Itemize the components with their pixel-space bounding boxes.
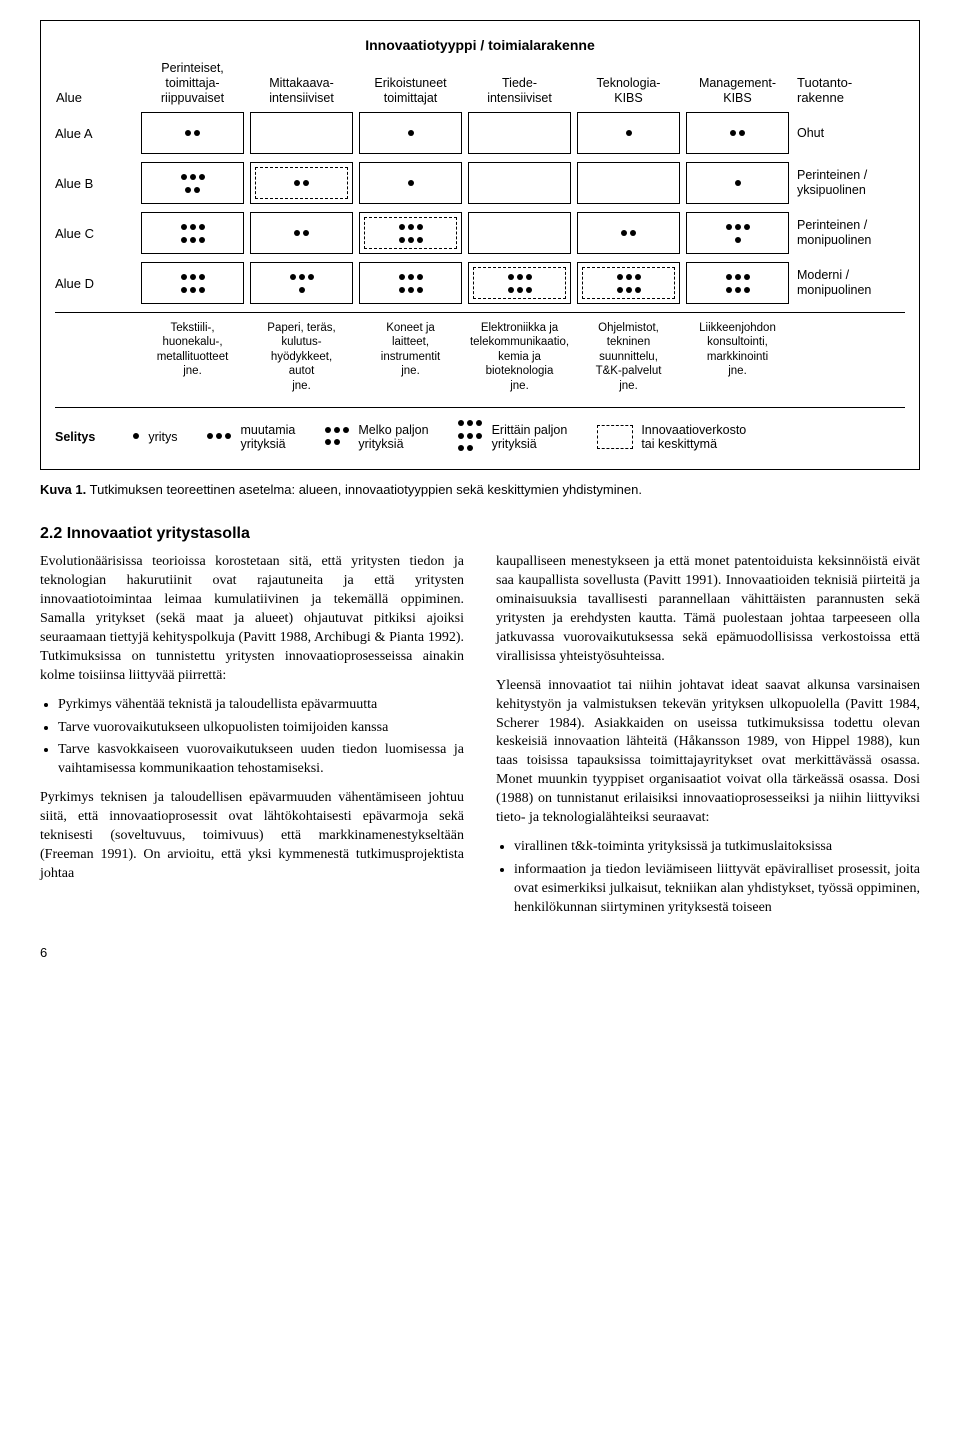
area-label-2: Alue C: [55, 226, 135, 241]
figure-caption-label: Kuva 1.: [40, 482, 86, 497]
cell-2-4: [577, 212, 680, 254]
legend-item-1: muutamiayrityksiä: [205, 423, 295, 451]
right-bullet-0: virallinen t&k-toiminta yrityksissä ja t…: [514, 838, 920, 857]
cell-0-2: [359, 112, 462, 154]
industry-4: Ohjelmistot,tekninensuunnittelu,T&K-palv…: [577, 321, 680, 393]
cell-2-3: [468, 212, 571, 254]
figure-col-4: Teknologia-KIBS: [577, 76, 680, 106]
industry-3: Elektroniikka jatelekommunikaatio,kemia …: [468, 321, 571, 393]
figure-legend: Selitys yritys muutamiayrityksiä Melko pal…: [55, 407, 905, 456]
figure-col-0: Perinteiset,toimittaja-riippuvaiset: [141, 61, 244, 106]
right-bullet-1: informaation ja tiedon leviämiseen liitt…: [514, 861, 920, 918]
area-row-1: Alue B Perinteinen /yksipuolinen: [55, 162, 905, 204]
cell-2-1: [250, 212, 353, 254]
figure-column-headers: Alue Perinteiset,toimittaja-riippuvaiset…: [55, 61, 905, 106]
cell-3-0: [141, 262, 244, 304]
cell-3-1: [250, 262, 353, 304]
figure-left-header: Alue: [55, 90, 135, 106]
legend-items: yritys muutamiayrityksiä Melko paljonyrity…: [131, 418, 567, 456]
left-column: Evolutionäärisissa teorioissa korostetaa…: [40, 553, 464, 927]
industry-2: Koneet jalaitteet,instrumentitjne.: [359, 321, 462, 393]
cell-1-5: [686, 162, 789, 204]
cell-0-1: [250, 112, 353, 154]
cell-1-4: [577, 162, 680, 204]
area-desc-2: Perinteinen /monipuolinen: [795, 218, 905, 248]
left-bullets: Pyrkimys vähentää teknistä ja taloudelli…: [40, 696, 464, 780]
section-heading: 2.2 Innovaatiot yritystasolla: [40, 525, 920, 543]
legend-item-text-1: muutamiayrityksiä: [240, 423, 295, 451]
legend-label: Selitys: [55, 430, 95, 444]
cell-0-3: [468, 112, 571, 154]
figure-caption: Kuva 1. Tutkimuksen teoreettinen asetelm…: [40, 482, 920, 497]
area-desc-3: Moderni /monipuolinen: [795, 268, 905, 298]
legend-item-text-2: Melko paljonyrityksiä: [358, 423, 428, 451]
cell-1-0: [141, 162, 244, 204]
right-column: kaupalliseen menestykseen ja että monet …: [496, 553, 920, 927]
area-row-0: Alue A Ohut: [55, 112, 905, 154]
legend-item-0: yritys: [131, 430, 177, 444]
cell-3-4: [577, 262, 680, 304]
figure-col-3: Tiede-intensiiviset: [468, 76, 571, 106]
body-columns: Evolutionäärisissa teorioissa korostetaa…: [40, 553, 920, 927]
industry-0: Tekstiili-,huonekalu-,metallituotteetjne…: [141, 321, 244, 393]
legend-item-2: Melko paljonyrityksiä: [323, 423, 428, 451]
legend-dashed-box-icon: [597, 425, 633, 449]
legend-item-text-3: Erittäin paljonyrityksiä: [492, 423, 568, 451]
legend-item-3: Erittäin paljonyrityksiä: [457, 418, 568, 456]
cell-2-0: [141, 212, 244, 254]
figure-col-5: Management-KIBS: [686, 76, 789, 106]
left-p1: Evolutionäärisissa teorioissa korostetaa…: [40, 553, 464, 685]
cell-0-4: [577, 112, 680, 154]
figure-col-1: Mittakaava-intensiiviset: [250, 76, 353, 106]
cell-2-2: [359, 212, 462, 254]
left-bullet-0: Pyrkimys vähentää teknistä ja taloudelli…: [58, 696, 464, 715]
cell-1-1: [250, 162, 353, 204]
left-p2: Pyrkimys teknisen ja taloudellisen epäva…: [40, 789, 464, 883]
cell-2-5: [686, 212, 789, 254]
legend-dashed: Innovaatioverkostotai keskittymä: [597, 423, 746, 451]
cell-3-2: [359, 262, 462, 304]
figure-right-header: Tuotanto-rakenne: [795, 75, 905, 106]
left-bullet-1: Tarve vuorovaikutukseen ulkopuolisten to…: [58, 719, 464, 738]
cell-3-3: [468, 262, 571, 304]
industry-5: Liikkeenjohdonkonsultointi,markkinointij…: [686, 321, 789, 393]
area-row-2: Alue C Perinteinen /monipuolinen: [55, 212, 905, 254]
cell-0-0: [141, 112, 244, 154]
area-label-3: Alue D: [55, 276, 135, 291]
left-bullet-2: Tarve kasvokkaiseen vuorovaikutukseen uu…: [58, 741, 464, 779]
cell-1-2: [359, 162, 462, 204]
figure-box: Innovaatiotyyppi / toimialarakenne Alue …: [40, 20, 920, 470]
legend-item-text-0: yritys: [148, 430, 177, 444]
area-label-0: Alue A: [55, 126, 135, 141]
right-bullets: virallinen t&k-toiminta yrityksissä ja t…: [496, 838, 920, 918]
area-desc-0: Ohut: [795, 126, 905, 141]
cell-1-3: [468, 162, 571, 204]
industry-1: Paperi, teräs,kulutus-hyödykkeet,autotjn…: [250, 321, 353, 393]
area-desc-1: Perinteinen /yksipuolinen: [795, 168, 905, 198]
cell-0-5: [686, 112, 789, 154]
figure-caption-text: Tutkimuksen teoreettinen asetelma: aluee…: [90, 482, 642, 497]
area-row-3: Alue D Moderni /monipuolinen: [55, 262, 905, 304]
area-label-1: Alue B: [55, 176, 135, 191]
figure-title: Innovaatiotyyppi / toimialarakenne: [55, 37, 905, 53]
right-p1: kaupalliseen menestykseen ja että monet …: [496, 553, 920, 666]
right-p2: Yleensä innovaatiot tai niihin johtavat …: [496, 677, 920, 828]
page-number: 6: [40, 945, 920, 960]
figure-rows: Alue A Ohut Alue B Perinteinen /yksipuoline…: [55, 112, 905, 304]
legend-dashed-text: Innovaatioverkostotai keskittymä: [641, 423, 746, 451]
cell-3-5: [686, 262, 789, 304]
figure-col-2: Erikoistuneettoimittajat: [359, 76, 462, 106]
figure-industry-row: Tekstiili-,huonekalu-,metallituotteetjne…: [55, 312, 905, 393]
